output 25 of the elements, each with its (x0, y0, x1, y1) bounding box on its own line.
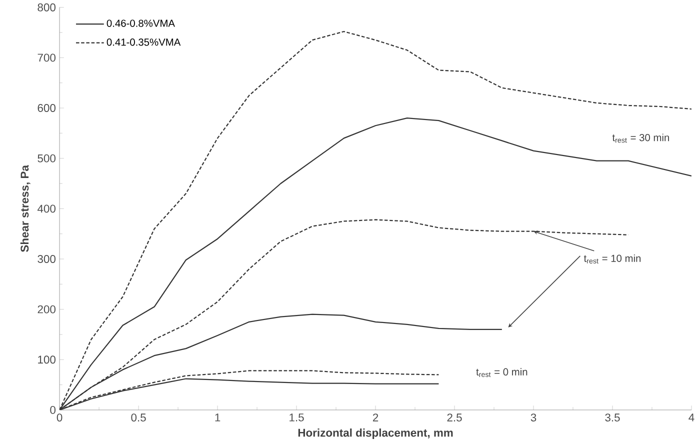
x-tick-label: 3.5 (605, 413, 620, 422)
y-axis-title: Shear stress, Pa (20, 164, 30, 252)
y-tick-label: 700 (38, 54, 56, 62)
x-tick-label: 3 (530, 413, 536, 422)
y-tick-label: 400 (38, 204, 56, 212)
annotation: t$_{rest}$ = 0 min (476, 368, 528, 377)
x-tick-label: 0 (56, 413, 62, 422)
y-tick-label: 500 (38, 154, 56, 162)
legend-label: 0.41-0.35%VMA (106, 38, 181, 46)
x-tick-label: 2.5 (447, 413, 462, 422)
x-axis-title: Horizontal displacement, mm (298, 428, 453, 439)
x-tick-label: 4 (688, 413, 694, 422)
legend-label: 0.46-0.8%VMA (106, 20, 175, 27)
y-tick-label: 0 (50, 406, 56, 414)
annotation: t$_{rest}$ = 10 min (584, 254, 641, 264)
x-tick-label: 1.5 (290, 413, 304, 422)
y-tick-label: 100 (38, 356, 56, 364)
x-tick-label: 2 (372, 413, 378, 422)
x-tick-label: 1 (215, 413, 220, 422)
y-tick-label: 200 (38, 305, 56, 314)
x-tick-label: 0.5 (131, 413, 146, 422)
y-tick-label: 600 (38, 104, 56, 112)
annotation: t$_{rest}$ = 30 min (612, 134, 669, 143)
y-tick-label: 800 (38, 3, 56, 12)
y-tick-label: 300 (38, 254, 56, 263)
